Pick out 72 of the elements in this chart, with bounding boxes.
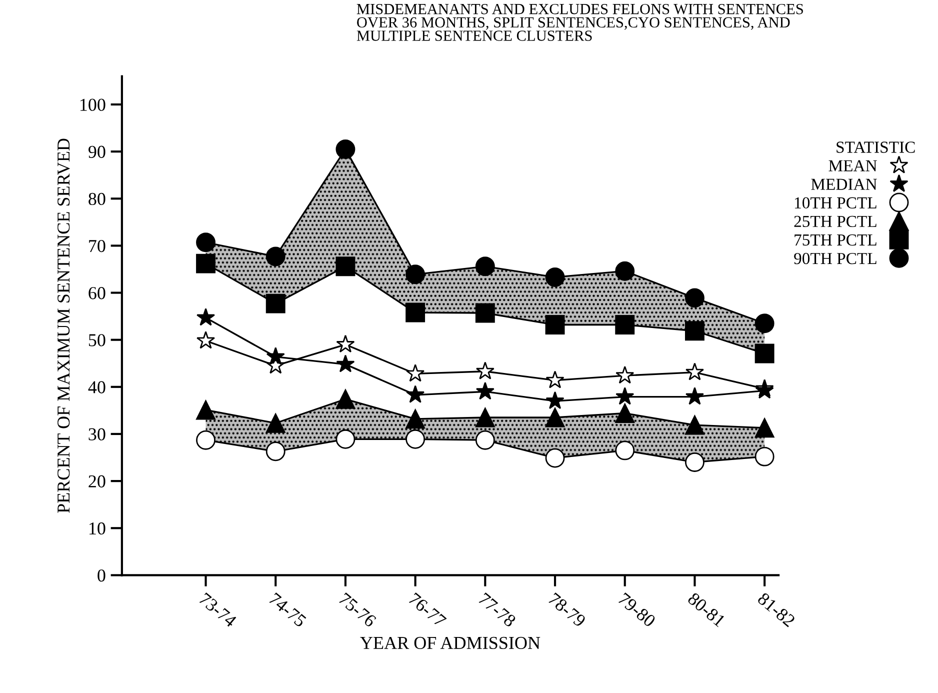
y-tick-label: 90 [88, 146, 106, 158]
legend-label: 10TH PCTL [795, 197, 876, 209]
point [545, 408, 565, 428]
point [406, 364, 425, 382]
point [336, 256, 356, 276]
point [196, 308, 216, 326]
point [336, 389, 356, 409]
point [336, 354, 355, 372]
point [336, 139, 356, 159]
point [615, 261, 635, 281]
y-tick-label: 50 [88, 334, 106, 346]
legend-title: STATISTIC [836, 142, 915, 153]
point [196, 254, 216, 274]
point [545, 448, 565, 468]
point [684, 415, 704, 435]
point [754, 418, 774, 438]
point [406, 409, 426, 429]
point [615, 315, 635, 334]
point [406, 302, 426, 322]
chart-title: MISDEMEANANTS AND EXCLUDES FELONS WITH SENTENCES OVER 36 MONTHS, SPLIT SENTENCES,CYO SENTENCES, AND MULTIPLE SENTENCE CLUSTERS [356, 4, 803, 41]
point [754, 314, 774, 334]
point [616, 387, 634, 405]
point [196, 232, 216, 252]
point [266, 442, 286, 462]
y-tick-label: 30 [88, 428, 106, 440]
point [475, 430, 495, 450]
point [406, 264, 426, 284]
point [336, 429, 356, 449]
point [406, 385, 425, 403]
point [406, 429, 426, 449]
y-tick-label: 80 [88, 192, 106, 206]
point [266, 413, 286, 433]
legend-label: 25TH PCTL [794, 216, 876, 228]
point [545, 315, 565, 334]
y-tick-label: 100 [80, 98, 106, 111]
point [336, 334, 355, 353]
point [475, 408, 495, 428]
point [476, 382, 494, 400]
point [266, 347, 285, 365]
point [475, 256, 495, 276]
point [754, 446, 774, 466]
point [615, 440, 635, 460]
point [754, 344, 774, 364]
y-tick-label: 60 [88, 287, 106, 300]
point [546, 370, 564, 388]
y-tick-label: 0 [98, 569, 106, 582]
point [196, 331, 216, 349]
point [684, 321, 704, 341]
point [266, 294, 286, 314]
legend-label: 90TH PCTL [794, 252, 876, 264]
legend-label: MEDIAN [811, 178, 877, 190]
legend-label: MEAN [828, 160, 877, 172]
point [266, 246, 286, 266]
point [684, 288, 704, 308]
point [546, 391, 564, 410]
y-tick-label: 40 [88, 381, 106, 394]
point [685, 362, 704, 380]
point [545, 268, 565, 287]
point [616, 366, 634, 384]
point [196, 430, 216, 450]
point [475, 303, 495, 323]
point [196, 400, 216, 420]
point [615, 404, 635, 423]
legend-label: 75TH PCTL [794, 234, 876, 246]
y-axis-title: PERCENT OF MAXIMUM SENTENCE SERVED [58, 138, 70, 513]
point [476, 362, 494, 380]
y-tick-label: 10 [90, 522, 106, 535]
point [685, 387, 704, 405]
x-axis-title: YEAR OF ADMISSION [360, 636, 540, 650]
y-tick-label: 70 [89, 240, 106, 252]
y-tick-label: 20 [88, 475, 106, 488]
point [684, 452, 704, 472]
